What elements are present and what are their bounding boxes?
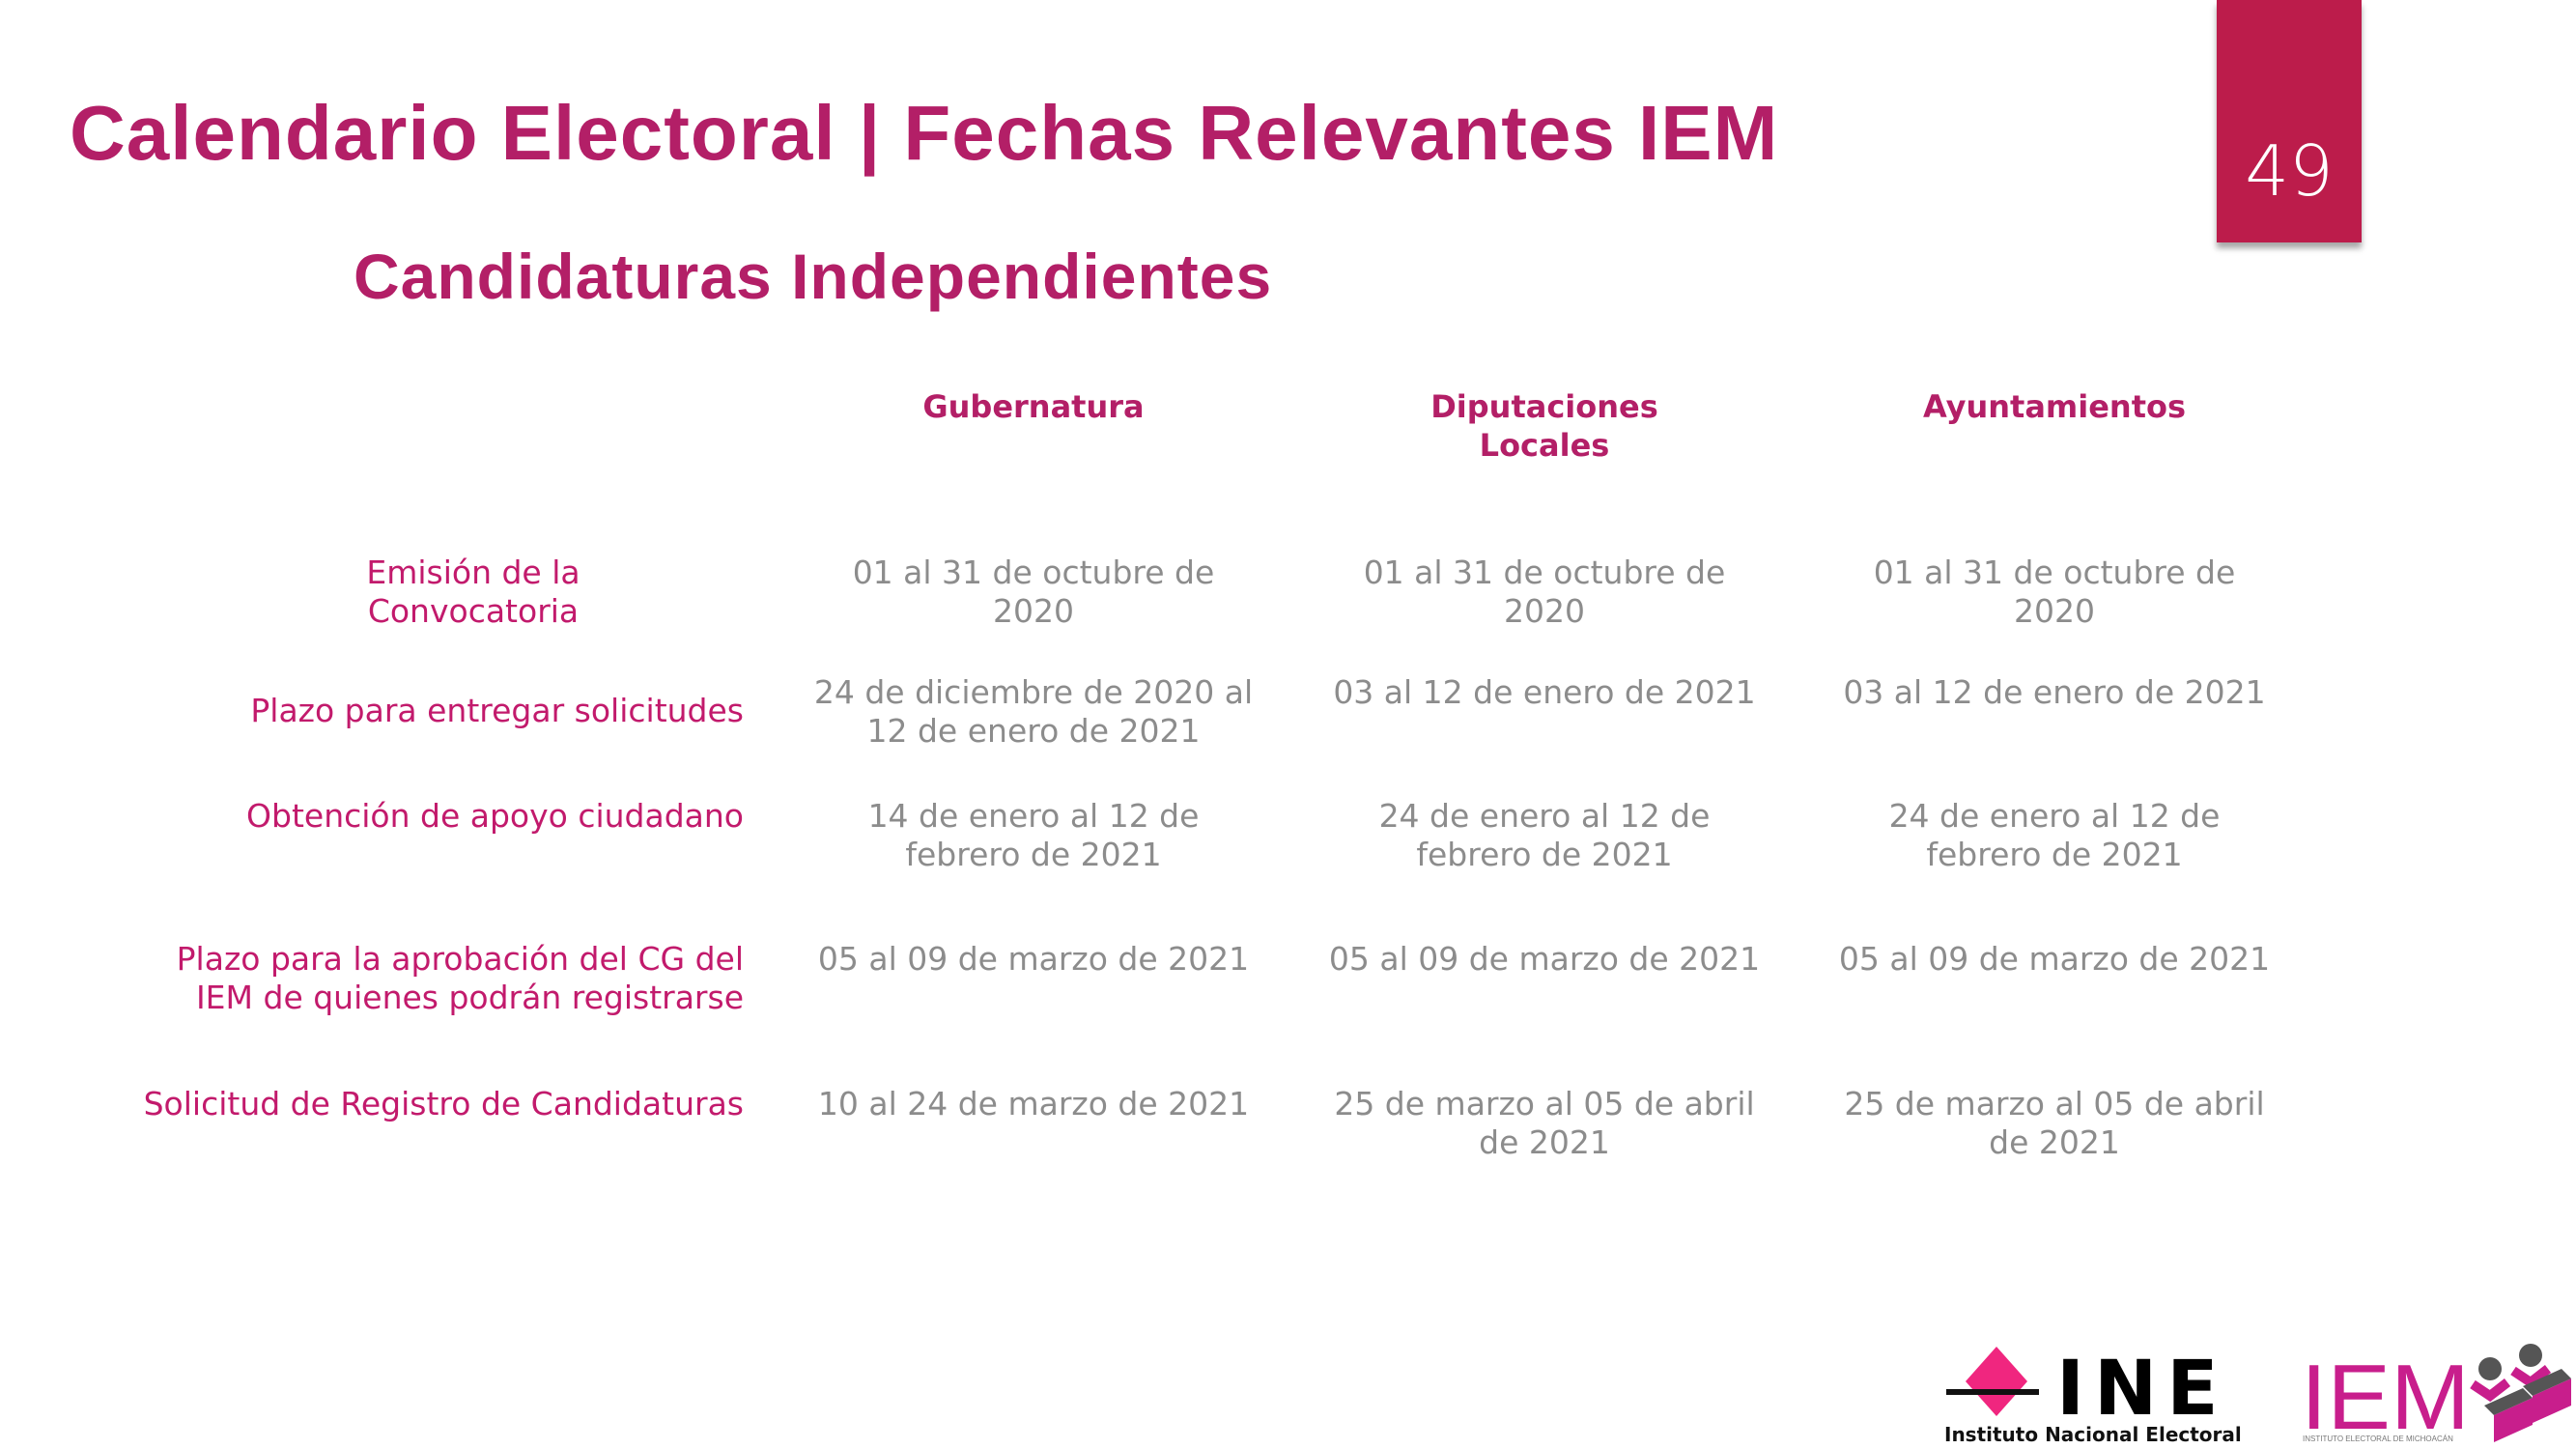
iem-logo-caption: INSTITUTO ELECTORAL DE MICHOACÁN [2303,1435,2453,1443]
table-cell: 05 al 09 de marzo de 2021 [1328,940,1761,978]
page-number-box: 49 [2217,0,2362,242]
table-cell: 01 al 31 de octubre de 2020 [1873,554,2236,630]
table-cell: 01 al 31 de octubre de 2020 [1363,554,1726,630]
table-cell: 10 al 24 de marzo de 2021 [817,1085,1250,1122]
column-header-gubernatura: Gubernatura [922,388,1145,425]
ine-logo: INE Instituto Nacional Electoral [1944,1347,2242,1446]
ine-ballot-icon [1966,1347,2027,1416]
table-cell: 25 de marzo al 05 de abril de 2021 [1844,1085,2265,1161]
table-cell: 14 de enero al 12 de febrero de 2021 [867,797,1200,873]
column-header-ayuntamientos: Ayuntamientos [1922,388,2187,425]
row-label-registro: Solicitud de Registro de Candidaturas [143,1085,744,1122]
row-label-convocatoria: Emisión de la Convocatoria [366,554,580,630]
page-number: 49 [2245,130,2334,212]
table-cell: 24 de enero al 12 de febrero de 2021 [1378,797,1711,873]
table-cell: 05 al 09 de marzo de 2021 [817,940,1250,978]
ine-logo-caption: Instituto Nacional Electoral [1944,1423,2242,1446]
iem-logo: IEM INSTITUTO ELECTORAL DE MICHOACÁN [2301,1344,2571,1444]
ine-logo-text: INE [2056,1347,2228,1433]
row-label-solicitudes: Plazo para entregar solicitudes [250,692,744,729]
ballot-boxes-icon [2470,1344,2571,1442]
table-cell: 24 de diciembre de 2020 al 12 de enero d… [813,673,1254,750]
table-cell: 25 de marzo al 05 de abril de 2021 [1334,1085,1755,1161]
table-cell: 05 al 09 de marzo de 2021 [1838,940,2271,978]
table-cell: 24 de enero al 12 de febrero de 2021 [1888,797,2221,873]
table-cell: 03 al 12 de enero de 2021 [1843,673,2266,711]
table-cell: 03 al 12 de enero de 2021 [1333,673,1756,711]
page-title: Calendario Electoral | Fechas Relevantes… [70,90,1779,176]
row-label-apoyo: Obtención de apoyo ciudadano [246,797,744,835]
iem-logo-text: IEM [2301,1346,2470,1444]
column-header-diputaciones: Diputaciones Locales [1430,388,1658,464]
row-label-aprobacion: Plazo para la aprobación del CG del IEM … [176,940,744,1016]
section-subtitle: Candidaturas Independientes [354,241,1273,312]
table-cell: 01 al 31 de octubre de 2020 [852,554,1215,630]
